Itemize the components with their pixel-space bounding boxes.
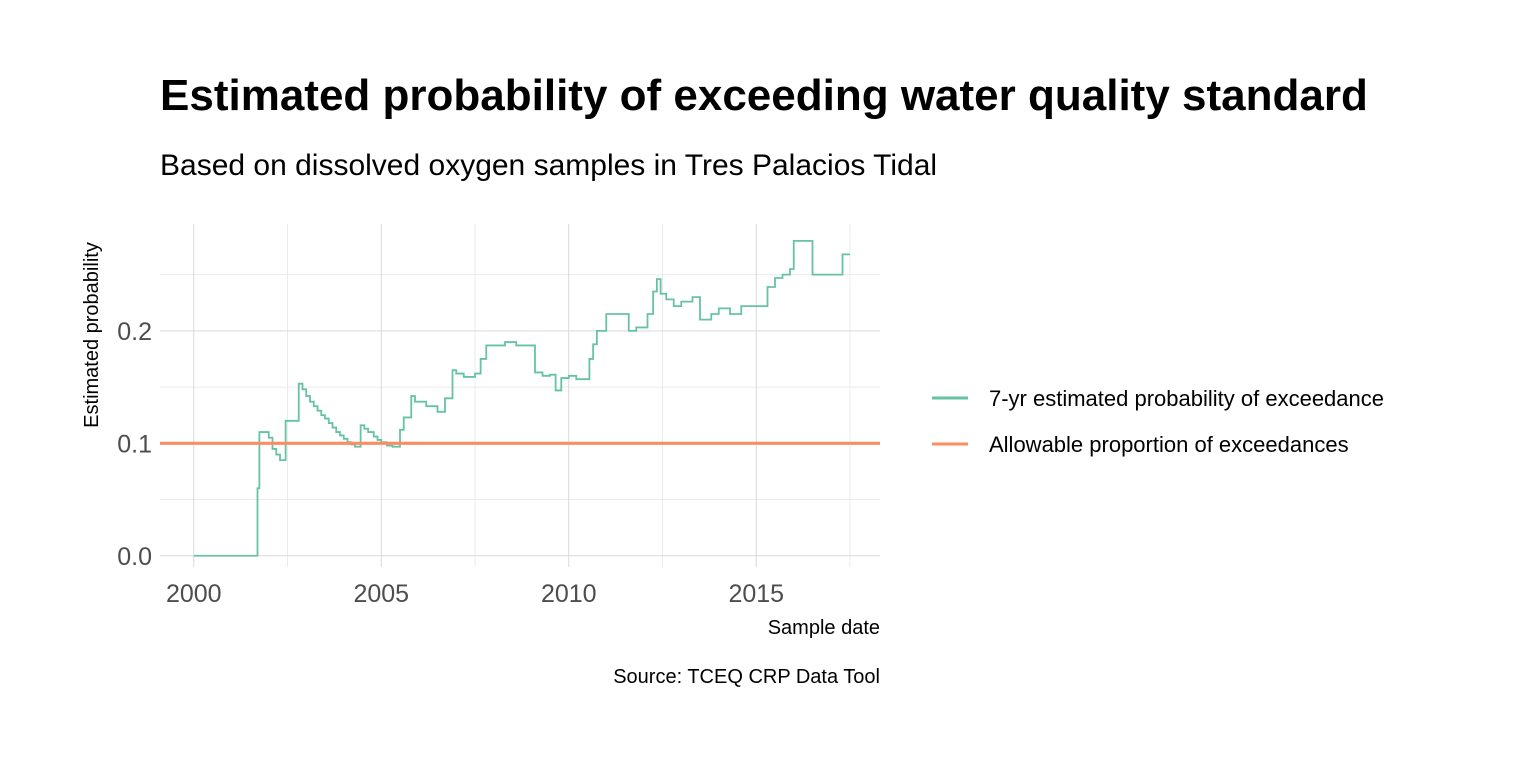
series-layer xyxy=(160,239,880,557)
legend: 7-yr estimated probability of exceedance… xyxy=(932,386,1384,457)
y-axis-title: Estimated probability xyxy=(81,242,103,428)
x-tick-label: 2000 xyxy=(166,580,222,608)
y-tick-label: 0.0 xyxy=(117,543,152,571)
chart-title: Estimated probability of exceeding water… xyxy=(160,71,1368,120)
x-tick-label: 2005 xyxy=(353,580,409,608)
x-tick-label: 2015 xyxy=(728,580,784,608)
x-axis-title: Sample date xyxy=(768,617,880,639)
legend-label-allowable: Allowable proportion of exceedances xyxy=(989,432,1349,457)
y-tick-label: 0.2 xyxy=(117,318,152,346)
chart-subtitle: Based on dissolved oxygen samples in Tre… xyxy=(160,149,938,182)
ticks-layer: 2000 2005 2010 2015 0.0 0.1 0.2 xyxy=(117,318,784,608)
y-tick-label: 0.1 xyxy=(117,430,152,458)
chart-caption: Source: TCEQ CRP Data Tool xyxy=(613,666,880,688)
grid-layer xyxy=(160,224,880,567)
probability-step-line xyxy=(193,239,850,557)
legend-label-probability: 7-yr estimated probability of exceedance xyxy=(989,386,1384,411)
x-tick-label: 2010 xyxy=(541,580,597,608)
